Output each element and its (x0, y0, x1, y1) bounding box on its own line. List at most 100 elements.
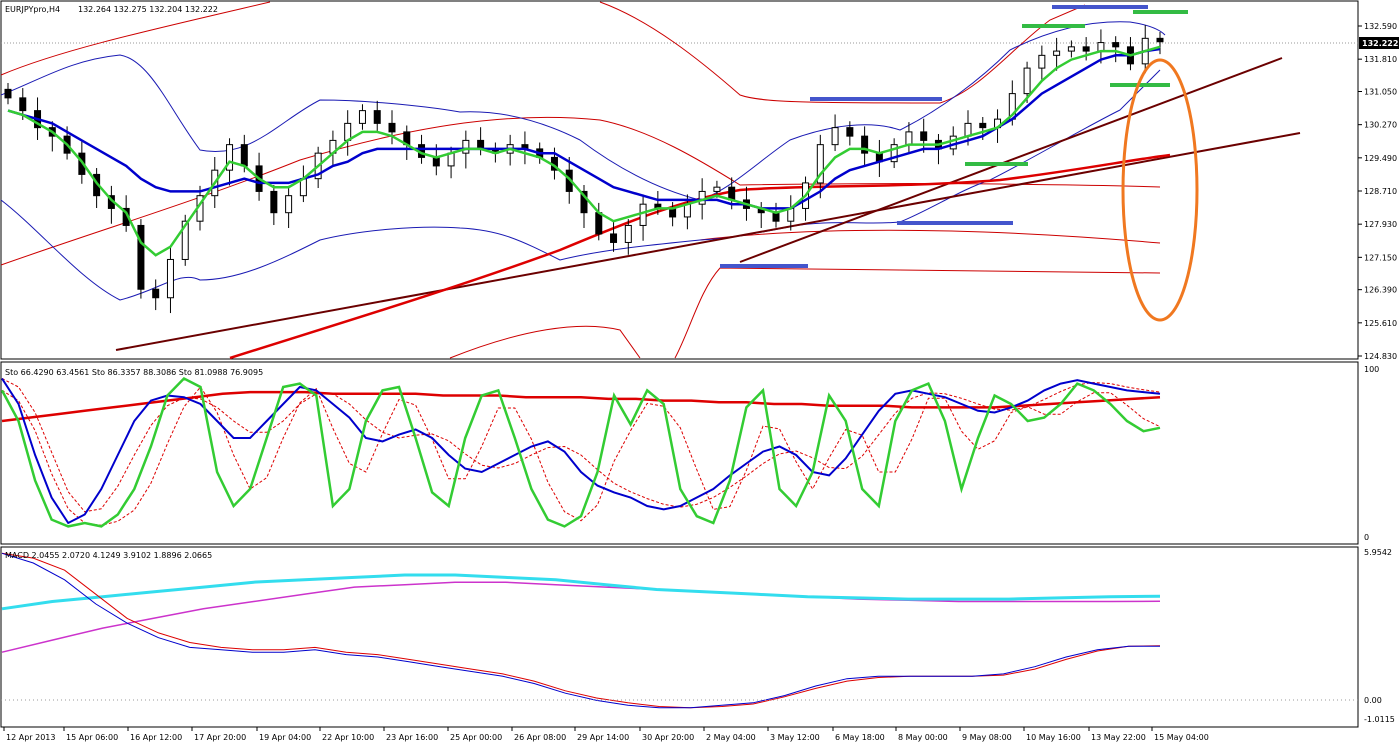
candle-bull (816, 144, 824, 184)
ema-fast-line (7, 45, 1161, 257)
candle-bear (477, 139, 485, 150)
chart-symbol: EURJPYpro,H4 (5, 5, 60, 14)
highlight-ellipse (1121, 58, 1199, 322)
price-tick-label: 131.810 (1364, 55, 1397, 64)
time-tick-label: 9 May 08:00 (962, 733, 1012, 742)
time-tick-label: 8 May 00:00 (898, 733, 948, 742)
candle-bear (137, 224, 145, 290)
macd-axis-label: 0.00 (1364, 696, 1382, 705)
macd-axis-label: -1.0115 (1364, 715, 1395, 724)
candle-bull (905, 131, 913, 146)
stoch-slow-signal (1, 390, 1161, 423)
candle-bull (1023, 67, 1031, 95)
price-tick-label: 132.590 (1364, 22, 1397, 31)
candle-bull (1097, 42, 1105, 52)
candle-bear (270, 190, 278, 214)
trendline-red-curve (229, 153, 1171, 360)
time-tick-label: 22 Apr 10:00 (322, 733, 374, 742)
stochastic-panel[interactable] (0, 361, 1359, 545)
stoch-mid-signal (1, 378, 1161, 513)
indicator-axis: 100 0 5.9542 0.00 -1.0115 (1364, 365, 1395, 724)
time-tick-label: 29 Apr 14:00 (577, 733, 629, 742)
time-tick-label: 17 Apr 20:00 (194, 733, 246, 742)
stoch-fast-signal (1, 386, 1161, 526)
time-tick-label: 23 Apr 16:00 (386, 733, 438, 742)
price-tick-label: 127.930 (1364, 220, 1397, 229)
time-tick-label: 15 May 04:00 (1154, 733, 1209, 742)
time-tick-label: 26 Apr 08:00 (514, 733, 566, 742)
candle-bull (181, 220, 189, 260)
time-tick-label: 15 Apr 06:00 (66, 733, 118, 742)
price-tick-label: 126.390 (1364, 286, 1397, 295)
time-axis: 12 Apr 2013 15 Apr 06:00 16 Apr 12:00 17 Ap… (3, 727, 1209, 742)
macd-main-line (1, 552, 1160, 709)
price-tick-label: 129.490 (1364, 154, 1397, 163)
candle-bull (624, 224, 632, 243)
bollinger-red-lower (449, 267, 1161, 359)
candle-bear (1156, 37, 1164, 43)
candle-bull (1038, 54, 1046, 69)
price-tick-label: 124.830 (1364, 352, 1397, 361)
candle-bear (373, 110, 381, 124)
time-tick-label: 16 Apr 12:00 (130, 733, 182, 742)
price-tick-label: 127.150 (1364, 253, 1397, 262)
price-panel[interactable] (0, 0, 1359, 360)
candle-bull (831, 127, 839, 146)
current-price-box (1359, 37, 1399, 49)
bollinger-red-upper (0, 1, 1086, 104)
candle-bear (846, 127, 854, 137)
chart-quote: 132.264 132.275 132.204 132.222 (78, 5, 218, 14)
candle-bear (388, 122, 396, 133)
time-tick-label: 13 May 22:00 (1091, 733, 1146, 742)
candle-bull (358, 110, 366, 124)
candle-bull (890, 144, 898, 163)
price-tick-label: 130.270 (1364, 121, 1397, 130)
time-tick-label: 3 May 12:00 (770, 733, 820, 742)
price-tick-label: 128.710 (1364, 187, 1397, 196)
time-tick-label: 2 May 04:00 (706, 733, 756, 742)
candle-bull (639, 203, 647, 226)
macd-lines (1, 552, 1161, 709)
bollinger-blue-upper (0, 21, 1166, 201)
candle-bear (610, 233, 618, 243)
bollinger-red-middle (0, 116, 1161, 266)
macd-long-signal (1, 581, 1161, 653)
candle-bear (4, 88, 12, 99)
time-tick-label: 25 Apr 00:00 (450, 733, 502, 742)
candle-bear (1082, 46, 1090, 52)
candle-bull (949, 135, 957, 150)
trendlines (115, 57, 1301, 360)
stoch-axis-label: 100 (1364, 365, 1379, 374)
macd-axis-label: 5.9542 (1364, 548, 1392, 557)
candle-bear (669, 207, 677, 218)
candle-bull (698, 190, 706, 205)
current-price-value: 132.222 (1362, 39, 1398, 48)
price-tick-label: 131.050 (1364, 87, 1397, 96)
candle-bull (713, 186, 721, 192)
price-tick-label: 125.610 (1364, 319, 1397, 328)
trendline-upper (739, 57, 1283, 263)
time-tick-label: 12 Apr 2013 (6, 733, 55, 742)
candle-bear (19, 97, 27, 112)
trendline-lower (115, 132, 1301, 351)
candle-bull (462, 139, 470, 154)
stoch-mid-line (1, 377, 1161, 525)
macd-long-line (1, 573, 1161, 611)
candle-bull (166, 258, 174, 299)
stoch-label: Sto 66.4290 63.4561 Sto 86.3357 88.3086 … (5, 368, 263, 377)
candle-bear (979, 122, 987, 129)
macd-panel[interactable] (0, 546, 1359, 728)
candle-bull (1053, 50, 1061, 56)
macd-label: MACD 2.0455 2.0720 4.1249 3.9102 1.8896 … (5, 551, 212, 560)
time-tick-label: 30 Apr 20:00 (642, 733, 694, 742)
candle-bear (861, 135, 869, 154)
candle-bull (787, 207, 795, 222)
candle-bear (240, 144, 248, 167)
candle-bear (920, 131, 928, 141)
candle-bear (595, 212, 603, 235)
candle-bull (1067, 46, 1075, 52)
time-tick-label: 10 May 16:00 (1026, 733, 1081, 742)
stoch-fast-line (0, 376, 1161, 528)
candle-bear (580, 190, 588, 214)
